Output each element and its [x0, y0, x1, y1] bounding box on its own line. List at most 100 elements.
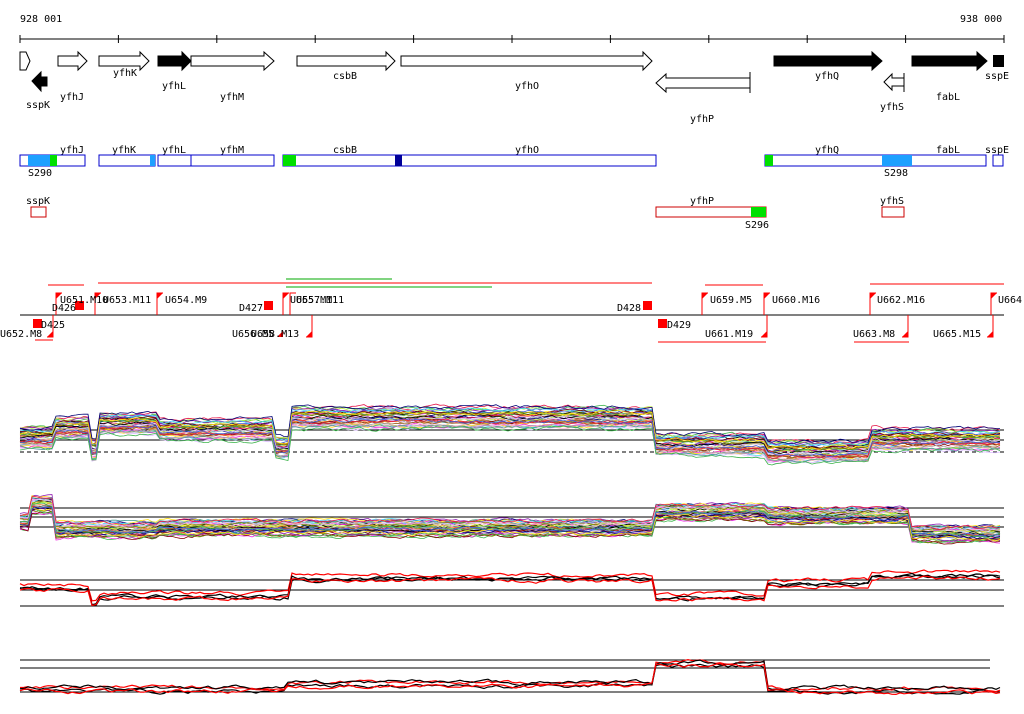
expression-trace [19, 418, 1001, 458]
expression-trace [19, 575, 1001, 607]
segment-label-U658: U658.M13 [251, 329, 299, 340]
forward-transcript-track: yfhJ yfhK yfhL yfhM csbB yfhO yfhQ fabL … [19, 145, 1009, 179]
segment-label-U656: U656.M5 [232, 329, 274, 340]
segment-label-U651: U651.M10 [60, 295, 108, 306]
tu-label-yfhK: yfhK [112, 145, 136, 156]
gene-label-yfhJ: yfhJ [60, 92, 84, 103]
tu-label-yfhO: yfhO [515, 145, 539, 156]
tu-label-yfhM: yfhM [220, 145, 244, 156]
gene-label-yfhQ: yfhQ [815, 71, 839, 82]
gene-arrow-yfhO[interactable] [400, 50, 653, 72]
expression-trace [19, 663, 1001, 695]
expression-trace [19, 496, 1001, 531]
expression-trace [19, 498, 1001, 532]
gene-label-yfhS: yfhS [880, 102, 904, 113]
gene-arrow-fabL[interactable] [911, 50, 988, 72]
gene-label-csbB: csbB [333, 71, 357, 82]
segment-label-U653: U653.M11 [103, 295, 151, 306]
tu-label-yfhQ: yfhQ [815, 145, 839, 156]
expression-trace [19, 413, 1001, 454]
tu-label-yfhJ: yfhJ [60, 145, 84, 156]
gene-label-yfhK: yfhK [113, 68, 137, 79]
tu-box-3[interactable] [157, 154, 192, 167]
tu-box-yfhS[interactable] [881, 206, 905, 218]
tu-box-sspK[interactable] [30, 206, 47, 218]
segment-label-D425: D425 [41, 320, 65, 331]
gene-label-yfhL: yfhL [162, 81, 186, 92]
gene-arrow-sspE[interactable] [993, 55, 1004, 67]
average-profile-panel-forward [19, 569, 1004, 607]
ruler-start-label: 928 001 [20, 14, 62, 25]
expression-trace [19, 506, 1001, 537]
gene-arrow-yfhK[interactable] [98, 50, 150, 72]
gene-arrow-yfhP[interactable] [655, 72, 751, 94]
site-label-S290: S290 [28, 168, 52, 179]
expression-trace [19, 406, 1001, 446]
expression-trace [19, 422, 1000, 462]
gene-arrow-yfhS[interactable] [883, 72, 905, 92]
gene-label-yfhO: yfhO [515, 81, 539, 92]
tu-box-2[interactable] [98, 154, 156, 167]
gene-label-fabL: fabL [936, 92, 960, 103]
segmentation-track: U651.M10 U653.M11 U654.M9 D427 U655.M11 … [0, 278, 1022, 343]
tu-box-yfhP[interactable] [655, 206, 767, 218]
tu-label-yfhS: yfhS [880, 196, 904, 207]
coordinate-ruler: 928 001 938 000 [19, 14, 1005, 43]
expression-trace [19, 499, 1001, 532]
gene-arrow-yfhM[interactable] [190, 50, 275, 72]
segment-label-U659: U659.M5 [710, 295, 752, 306]
segment-label-U660: U660.M16 [772, 295, 820, 306]
ruler-end-label: 938 000 [960, 14, 1002, 25]
tu-box-7[interactable] [992, 154, 1004, 167]
segment-label-D428: D428 [617, 303, 641, 314]
expression-trace [19, 501, 1001, 534]
gene-label-yfhP: yfhP [690, 114, 714, 125]
expression-trace [19, 662, 1001, 696]
reverse-transcript-track: sspK yfhP S296 yfhS [26, 196, 905, 231]
segment-label-D427: D427 [239, 303, 263, 314]
gene-label-sspK: sspK [26, 100, 50, 111]
expression-trace [20, 506, 1001, 542]
segment-label-D429: D429 [667, 320, 691, 331]
expression-trace [19, 424, 1001, 463]
gene-arrow-sspK[interactable] [31, 70, 48, 93]
tu-label-sspK: sspK [26, 196, 50, 207]
tu-label-yfhL: yfhL [162, 145, 186, 156]
segment-label-U664: U664 [998, 295, 1022, 306]
gene-arrow-unnamed[interactable] [19, 51, 31, 71]
gene-arrow-yfhJ[interactable] [57, 50, 88, 72]
gene-arrow-csbB[interactable] [296, 50, 396, 72]
expression-trace [19, 404, 1001, 445]
site-label-S298: S298 [884, 168, 908, 179]
average-profile-panel-reverse [19, 658, 1001, 696]
segment-label-U661: U661.M19 [705, 329, 753, 340]
expression-profile-panel-forward [19, 403, 1004, 466]
expression-trace [19, 497, 1001, 530]
expression-trace [19, 425, 1001, 466]
tu-box-4[interactable] [190, 154, 275, 167]
tu-label-fabL: fabL [936, 145, 960, 156]
expression-trace [19, 569, 1001, 602]
expression-profile-panel-reverse [19, 494, 1004, 545]
expression-trace [19, 572, 1001, 606]
gene-annotation-track: sspK yfhJ yfhK yfhL yfhM csbB yfhO yfhP … [19, 50, 1009, 125]
expression-trace [19, 415, 1001, 456]
segment-label-U665: U665.M15 [933, 329, 981, 340]
gene-label-yfhM: yfhM [220, 92, 244, 103]
gene-arrow-yfhL[interactable] [157, 50, 192, 72]
tu-label-yfhP: yfhP [690, 196, 714, 207]
tu-label-sspE: sspE [985, 145, 1009, 156]
segment-label-U655: U655.M11 [290, 295, 338, 306]
tu-box-6[interactable] [764, 154, 987, 167]
segment-label-U654: U654.M9 [165, 295, 207, 306]
tu-box-5[interactable] [282, 154, 657, 167]
gene-label-sspE: sspE [985, 71, 1009, 82]
segment-label-D426: D426 [52, 303, 76, 314]
tu-label-csbB: csbB [333, 145, 357, 156]
segment-label-U657: U657.M11 [296, 295, 344, 306]
gene-arrow-yfhQ[interactable] [773, 50, 883, 72]
expression-trace [19, 410, 1001, 450]
site-label-S296: S296 [745, 220, 769, 231]
segment-label-U663: U663.M8 [853, 329, 895, 340]
